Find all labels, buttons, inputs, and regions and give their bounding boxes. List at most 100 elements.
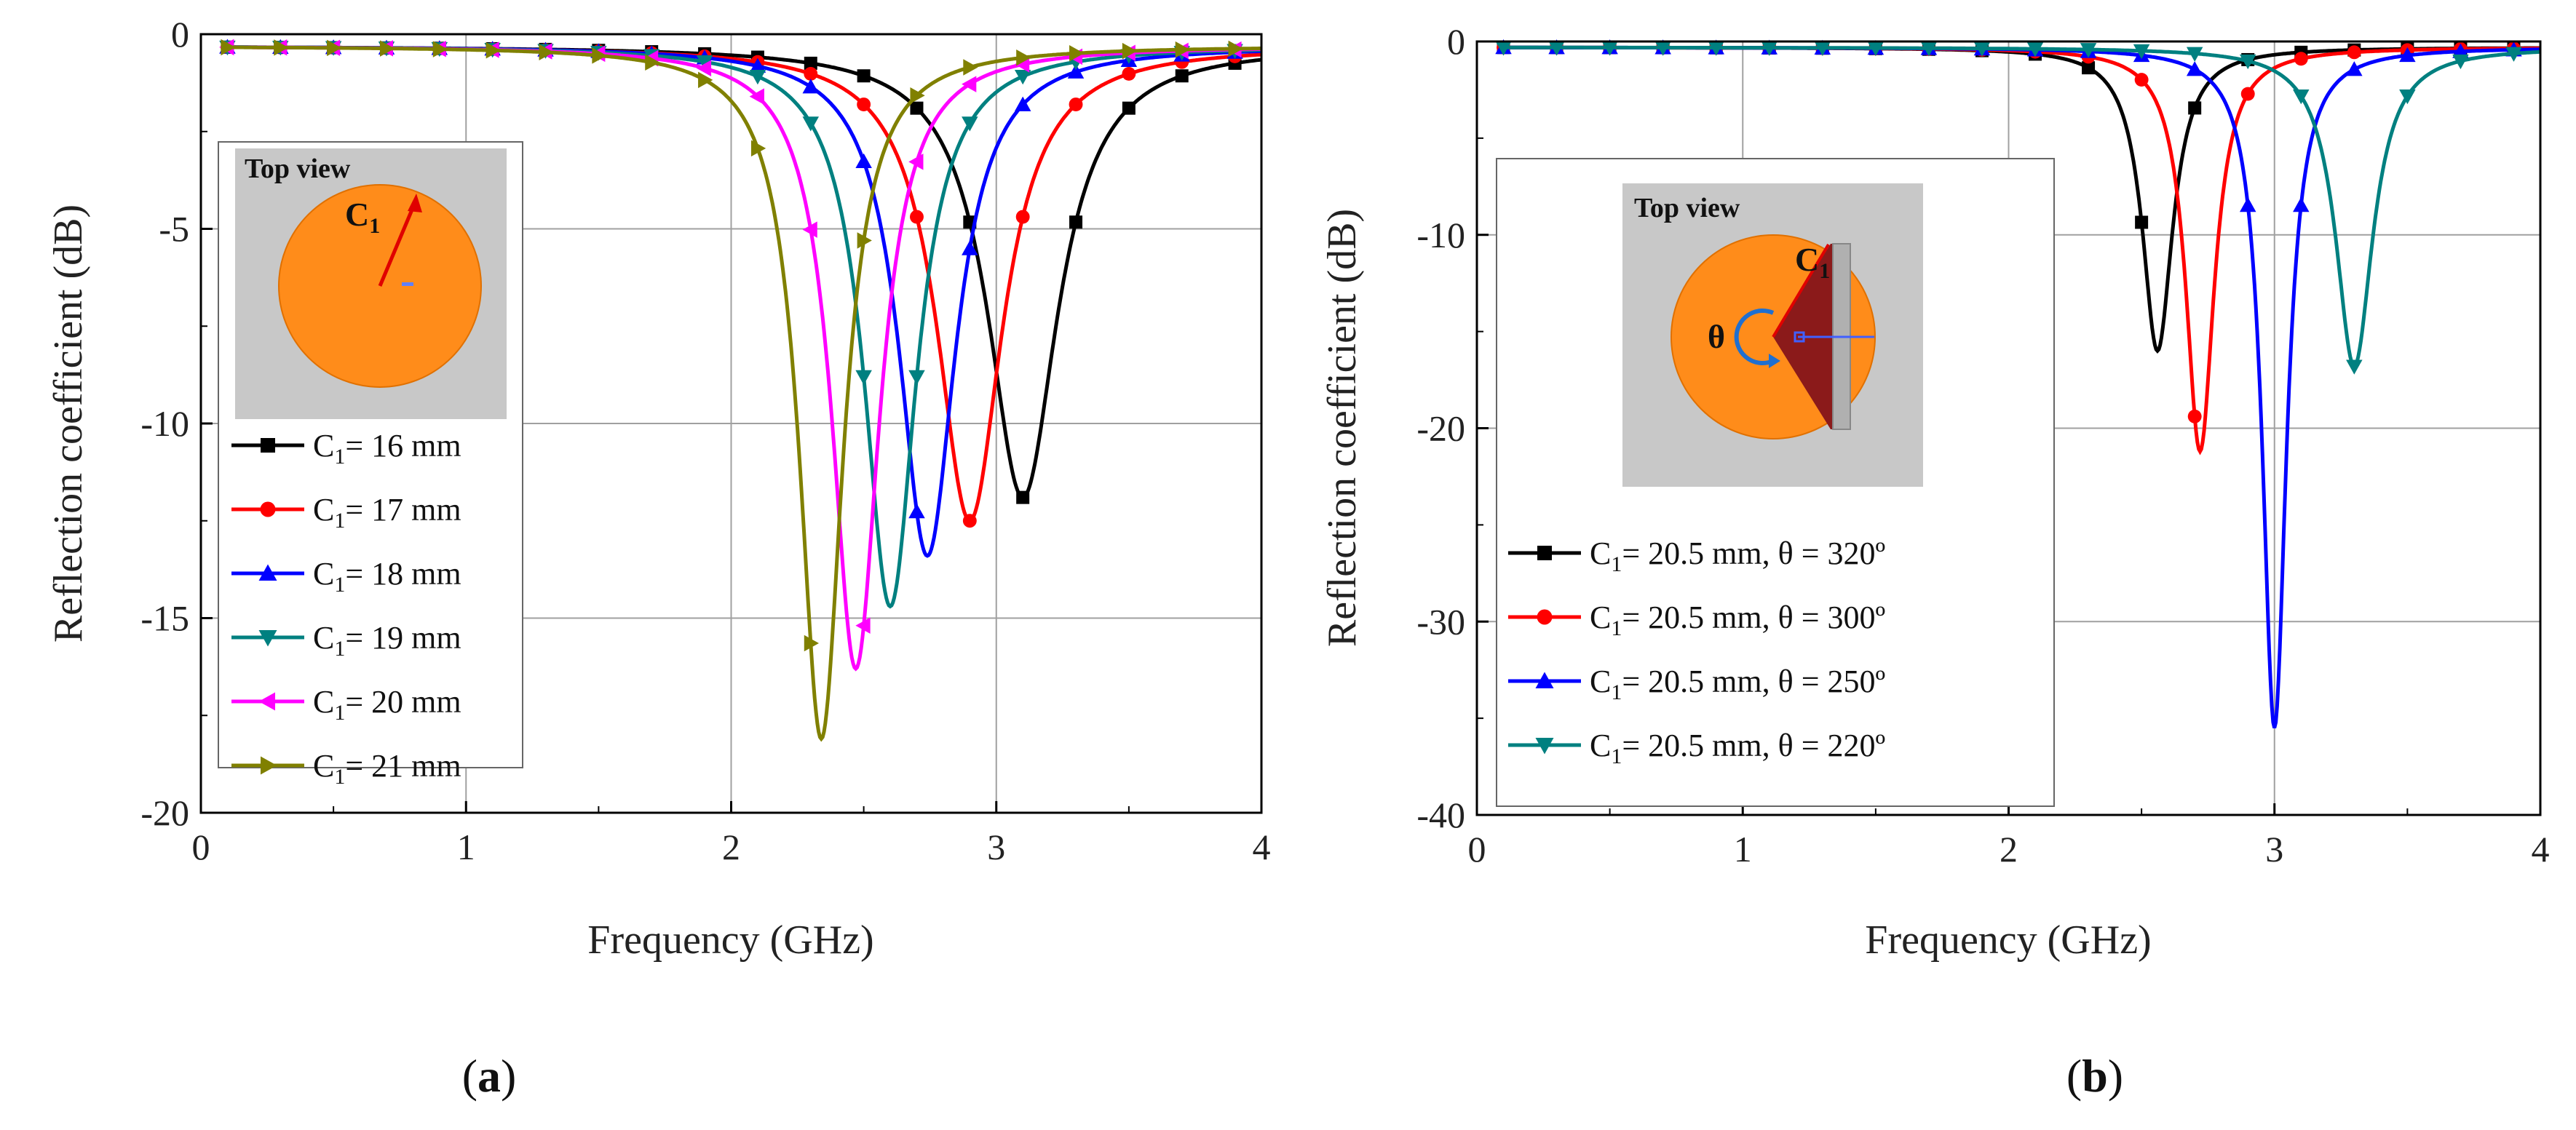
series-marker [855, 153, 872, 169]
series-marker [379, 40, 395, 57]
legend-entry: C1= 20.5 mm, θ = 220º [1508, 728, 1885, 768]
series-marker [2293, 89, 2310, 105]
x-tick-label: 3 [987, 827, 1005, 867]
y-tick-label: -20 [140, 792, 189, 833]
legend-swatch-marker [261, 756, 277, 775]
series-marker [910, 210, 924, 224]
series-marker [2240, 87, 2255, 101]
legend-label: C1= 20.5 mm, θ = 320º [1590, 536, 1885, 576]
series-marker [2347, 45, 2361, 60]
series-marker [1175, 41, 1190, 58]
series-marker [1548, 41, 1565, 56]
legend-label: C1= 19 mm [313, 620, 461, 661]
panel-a-chart: 0 1 2 3 40-5-10-15-20 Top view C1 C1= 16 mmC… [46, 14, 1271, 1102]
series-curves [219, 39, 1262, 742]
inset-theta-arrow-head [1769, 354, 1780, 368]
inset-c1-label: C1 [1795, 241, 1830, 283]
series-marker [1014, 70, 1031, 85]
y-axis-title: Reflection coefficient (dB) [46, 204, 91, 642]
y-tick-label: -10 [140, 403, 189, 444]
series-marker [221, 39, 236, 56]
panel-label-a: (a) [462, 1050, 517, 1102]
series-marker [802, 79, 820, 94]
series-marker [2346, 359, 2363, 375]
series-marker [962, 116, 978, 132]
series-marker [2239, 54, 2256, 70]
x-tick-label: 2 [722, 827, 740, 867]
y-tick-label: -30 [1416, 601, 1465, 642]
y-tick-label: -20 [1416, 408, 1465, 449]
legend-entry: C1= 20 mm [231, 684, 461, 725]
series-marker [962, 514, 977, 528]
series-marker [2505, 47, 2522, 62]
legend-swatch-marker [1535, 672, 1554, 688]
inset-title: Top view [1634, 193, 1740, 223]
x-tick-label: 1 [457, 827, 475, 867]
legend-entry: C1= 16 mm [231, 428, 461, 469]
series-4 [1495, 41, 2541, 375]
series-marker [592, 47, 607, 64]
legend-label: C1= 16 mm [313, 428, 461, 469]
x-axis-title: Frequency (GHz) [1865, 918, 2151, 963]
series-marker [908, 154, 924, 170]
y-tick-label: 0 [171, 14, 189, 55]
series-marker [1814, 41, 1831, 57]
x-tick-label: 4 [2532, 829, 2550, 870]
inset-feed-point [1794, 331, 1805, 343]
series-marker [2239, 196, 2256, 212]
series-marker [698, 71, 713, 89]
series-marker [2026, 42, 2044, 57]
legend-label: C1= 20 mm [313, 684, 461, 725]
series-marker [1708, 41, 1724, 56]
inset-title: Top view [245, 154, 351, 184]
series-marker [2293, 196, 2310, 212]
series-marker [1175, 69, 1189, 83]
axis-ticks: 0 1 2 3 4 0 -10 -20 -30 -40 [1416, 21, 2549, 870]
series-marker [274, 39, 289, 56]
legend-swatch-marker [260, 501, 276, 517]
legend-entry: C1= 20.5 mm, θ = 300º [1508, 600, 1885, 640]
series-marker [1920, 41, 1938, 57]
x-tick-label: 2 [2000, 829, 2018, 870]
series-marker [1122, 66, 1136, 81]
series-marker [1495, 41, 1512, 56]
legend-swatch-marker [1537, 609, 1553, 625]
series-marker [2186, 47, 2203, 62]
legend-entry: C1= 20.5 mm, θ = 250º [1508, 664, 1885, 704]
series-marker [1654, 41, 1671, 56]
series-marker [2452, 43, 2469, 58]
series-marker [963, 59, 978, 76]
legend-entry: C1= 21 mm [231, 748, 461, 789]
series-marker [855, 370, 872, 385]
series-marker [1122, 101, 1136, 115]
inset-c1-label: C1 [345, 196, 380, 238]
series-marker [2187, 409, 2202, 423]
x-tick-label: 4 [1253, 827, 1271, 867]
series-marker [327, 39, 342, 57]
series-marker [2133, 44, 2150, 60]
series-marker [857, 98, 871, 111]
series-marker [1761, 41, 1778, 56]
series-marker [696, 55, 713, 71]
series-marker [857, 232, 872, 249]
series-marker [804, 634, 820, 652]
series-marker [2399, 89, 2416, 105]
legend-label: C1= 17 mm [313, 492, 461, 533]
x-tick-label: 0 [1468, 829, 1486, 870]
series-marker [802, 116, 820, 132]
series-marker [1015, 210, 1030, 224]
inset-arrow-head [408, 194, 422, 212]
series-marker [645, 54, 660, 71]
legend-label: C1= 21 mm [313, 748, 461, 789]
y-tick-label: -5 [159, 209, 189, 250]
series-marker [750, 140, 766, 157]
inset-feed-point [402, 282, 413, 286]
legend-swatch-marker [258, 630, 277, 647]
legend-entries: C1= 20.5 mm, θ = 320º C1= 20.5 mm, θ = 30… [1508, 536, 1885, 768]
panel-label-b: (b) [2066, 1050, 2123, 1102]
series-marker [1014, 96, 1031, 111]
legend-swatch-marker [258, 692, 275, 711]
series-marker [962, 76, 977, 92]
series-marker [804, 56, 817, 70]
